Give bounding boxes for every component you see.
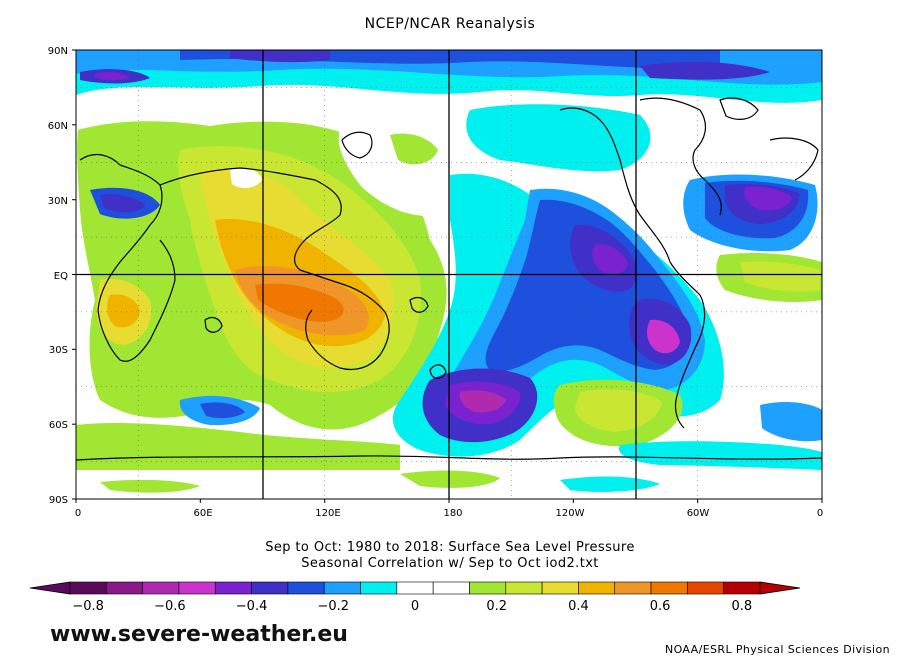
correlation-map: 90N 60N 30N EQ 30S 60S 90S 0 60E 120E 18…	[48, 46, 823, 519]
colorbar-cell	[650, 581, 688, 595]
colorbar-left-arrow	[29, 581, 71, 595]
colorbar-tick-label: −0.2	[318, 599, 350, 614]
lon-label-0-right: 0	[817, 508, 823, 519]
colorbar-tick-label: 0.4	[568, 599, 589, 614]
longitude-axis	[75, 499, 823, 503]
colorbar-cell	[578, 581, 616, 595]
lat-label-30n: 30N	[48, 196, 68, 207]
colorbar-cells	[29, 581, 801, 595]
colorbar: −0.8 −0.6 −0.4 −0.2 0 0.2 0.4 0.6 0.8	[29, 581, 801, 614]
colorbar-cell	[178, 581, 216, 595]
colorbar-cell	[469, 581, 507, 595]
lon-label-120w: 120W	[556, 508, 585, 519]
colorbar-cell	[214, 581, 252, 595]
lon-label-120e: 120E	[315, 508, 340, 519]
colorbar-cell	[396, 581, 434, 595]
colorbar-ticks: −0.8 −0.6 −0.4 −0.2 0 0.2 0.4 0.6 0.8	[72, 599, 752, 614]
lon-label-60w: 60W	[687, 508, 710, 519]
indian-ocean-positive-region	[77, 121, 447, 430]
latitude-axis	[72, 49, 76, 500]
lon-label-0-left: 0	[75, 508, 81, 519]
colorbar-cell	[106, 581, 143, 595]
north-pacific-mixed-region	[338, 104, 651, 216]
colorbar-tick-label: 0.6	[650, 599, 671, 614]
colorbar-cell	[432, 581, 470, 595]
major-grid	[76, 50, 822, 499]
lon-label-60e: 60E	[193, 508, 212, 519]
colorbar-cell	[287, 581, 325, 595]
site-watermark: www.severe-weather.eu	[50, 622, 348, 647]
colorbar-cell	[614, 581, 652, 595]
colorbar-tick-label: −0.6	[154, 599, 186, 614]
colorbar-tick-label: 0.8	[731, 599, 752, 614]
colorbar-cell	[687, 581, 724, 595]
colorbar-cell	[142, 581, 180, 595]
map-title: NCEP/NCAR Reanalysis	[364, 16, 536, 32]
lat-label-90n: 90N	[48, 46, 68, 57]
colorbar-cell	[541, 581, 579, 595]
coastlines	[76, 97, 822, 461]
colorbar-tick-label: 0.2	[486, 599, 507, 614]
lon-label-180: 180	[443, 508, 462, 519]
subtitle-period: Sep to Oct: 1980 to 2018: Surface Sea Le…	[265, 540, 635, 555]
south-atlantic-positive-region	[76, 252, 822, 470]
lat-label-60n: 60N	[48, 121, 68, 132]
colorbar-cell	[723, 581, 761, 595]
subtitle-correlation: Seasonal Correlation w/ Sep to Oct iod2.…	[301, 556, 599, 571]
lat-label-30s: 30S	[49, 345, 68, 356]
colorbar-cell	[251, 581, 289, 595]
colorbar-tick-label: 0	[411, 599, 419, 614]
colorbar-tick-label: −0.4	[236, 599, 268, 614]
colorbar-cell	[323, 581, 361, 595]
colorbar-right-arrow	[759, 581, 801, 595]
colorbar-cell	[505, 581, 543, 595]
colorbar-tick-label: −0.8	[72, 599, 104, 614]
credit-line: NOAA/ESRL Physical Sciences Division	[664, 643, 890, 656]
colorbar-cell	[69, 581, 107, 595]
lat-label-eq: EQ	[54, 271, 68, 282]
lat-label-90s: 90S	[49, 495, 68, 506]
colorbar-cell	[360, 581, 398, 595]
lat-label-60s: 60S	[49, 420, 68, 431]
